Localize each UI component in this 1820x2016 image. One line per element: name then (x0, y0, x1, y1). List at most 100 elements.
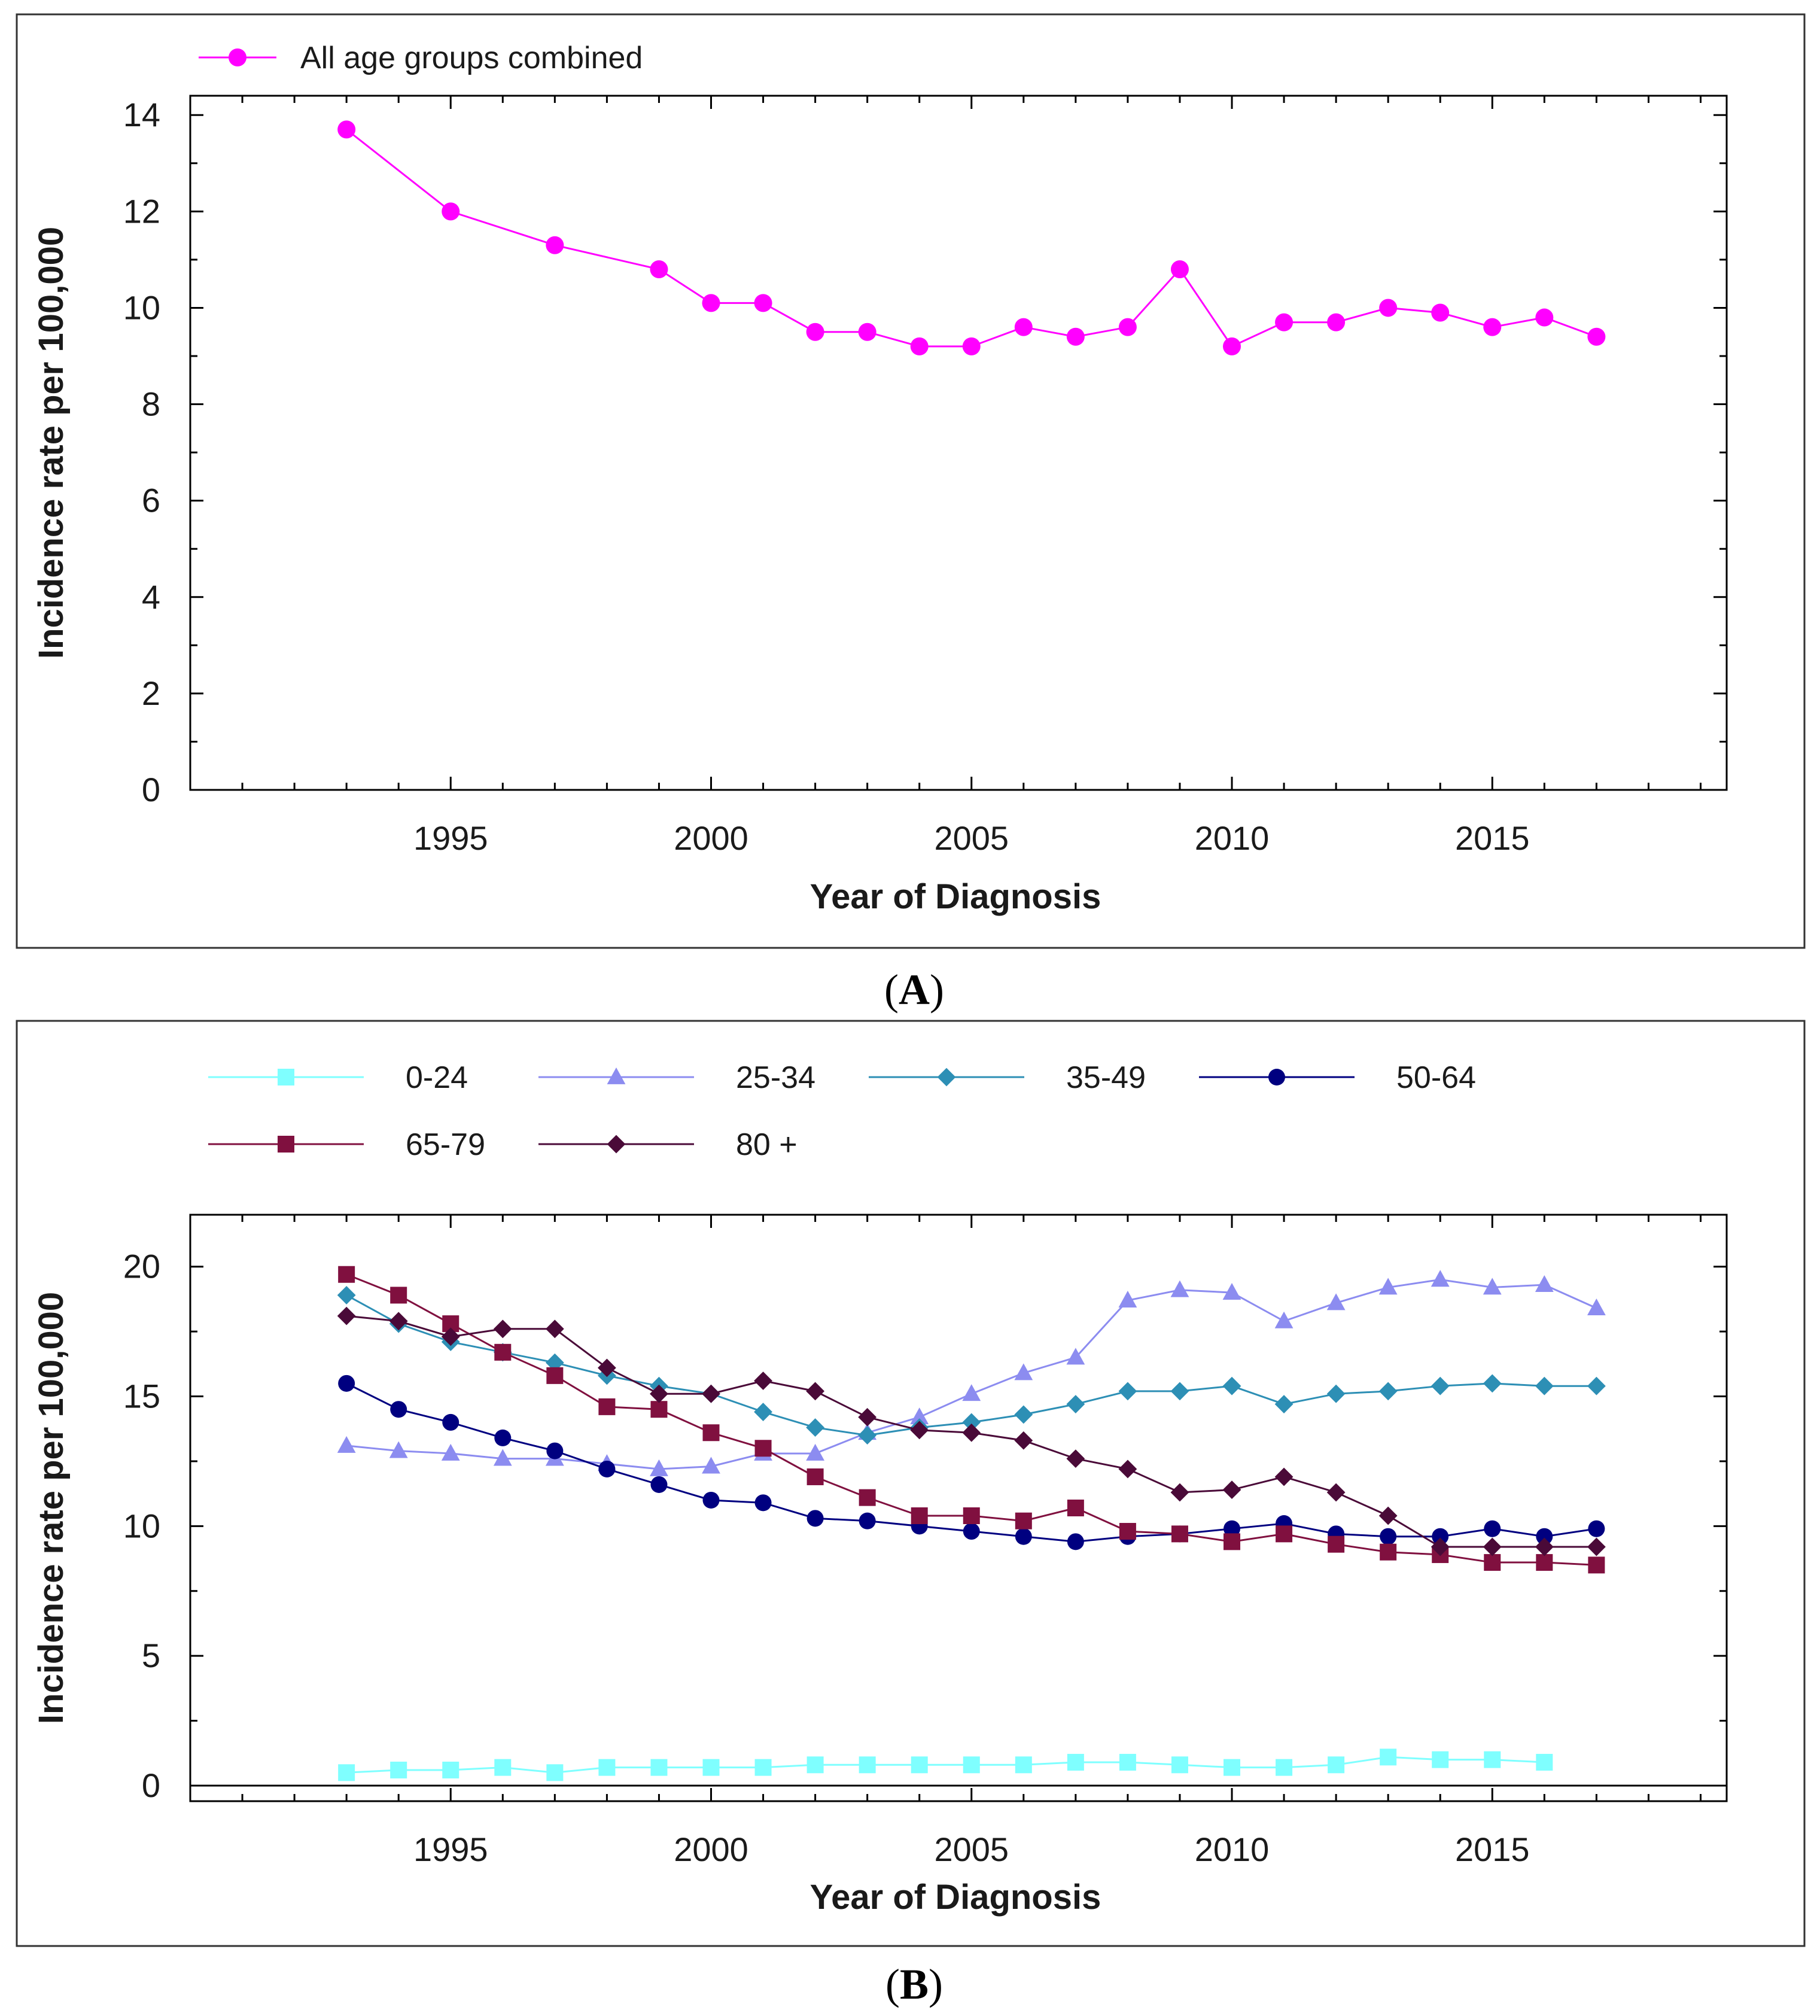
data-point (962, 1413, 981, 1432)
data-point (1379, 299, 1398, 317)
data-point (1066, 1395, 1085, 1413)
data-point (1170, 1280, 1189, 1297)
data-point (1380, 1528, 1397, 1545)
data-point (1535, 308, 1554, 327)
legend-item: 65-79 (208, 1127, 485, 1162)
data-point (1276, 1525, 1293, 1543)
data-point (754, 1403, 772, 1421)
data-point (806, 1418, 825, 1437)
y-tick-label: 20 (123, 1248, 160, 1285)
data-point (702, 1384, 720, 1403)
y-tick-label: 0 (142, 1766, 160, 1804)
data-point (338, 1375, 355, 1392)
data-point (650, 260, 668, 278)
data-point (1483, 1278, 1502, 1295)
legend-marker (1268, 1069, 1285, 1085)
data-point (1119, 1523, 1136, 1540)
x-tick-label: 2000 (674, 819, 748, 857)
data-point (1224, 1533, 1241, 1550)
data-point (1380, 1749, 1397, 1766)
panel-b-caption: (B) (885, 1960, 943, 2008)
legend-label: 50-64 (1396, 1060, 1476, 1095)
data-point (1171, 1525, 1188, 1543)
data-point (650, 1759, 668, 1776)
data-point (859, 1512, 876, 1530)
data-point (1378, 1506, 1398, 1525)
data-point (1380, 1543, 1397, 1561)
data-point (1484, 1751, 1501, 1768)
y-tick-label: 0 (142, 771, 160, 808)
y-tick-label: 8 (142, 385, 160, 423)
data-point (806, 1468, 824, 1485)
data-point (1274, 1467, 1294, 1486)
data-point (390, 1287, 407, 1304)
legend-label: 80 + (736, 1127, 798, 1162)
x-tick-label: 2010 (1195, 1830, 1270, 1868)
data-point (1535, 1275, 1554, 1292)
legend-label: 0-24 (406, 1060, 468, 1095)
data-point (1014, 318, 1033, 336)
data-point (702, 1759, 720, 1776)
data-point (1378, 1278, 1398, 1295)
data-point (962, 1384, 981, 1401)
data-point (910, 1407, 929, 1425)
legend-marker (937, 1068, 956, 1087)
data-point (1431, 1537, 1450, 1556)
data-point (546, 1442, 564, 1459)
data-point (390, 1761, 407, 1778)
data-point (806, 1510, 824, 1527)
data-point (1326, 1384, 1346, 1403)
x-tick-label: 2015 (1455, 819, 1530, 857)
data-point (338, 1764, 355, 1781)
data-point (493, 1319, 512, 1339)
panel-b-legend: 0-24 25-34 35-49 50-64 65-79 80 + (208, 1060, 1476, 1162)
x-tick-label: 2000 (674, 1830, 748, 1868)
data-point (806, 323, 824, 341)
data-point (546, 1367, 564, 1384)
data-point (546, 236, 564, 254)
data-point (1588, 1556, 1605, 1574)
data-point (754, 1372, 772, 1390)
data-point (1171, 1756, 1188, 1774)
panel-b-plot-area (189, 1214, 1728, 1802)
data-point (1067, 1500, 1084, 1516)
data-point (1432, 1751, 1449, 1768)
data-point (911, 1756, 928, 1774)
data-point (962, 337, 981, 355)
data-point (806, 1382, 825, 1401)
data-point (1483, 318, 1502, 336)
panel-b-x-axis-label: Year of Diagnosis (810, 1878, 1101, 1917)
data-point (1483, 1374, 1502, 1393)
data-point (1067, 1753, 1084, 1771)
legend-label: All age groups combined (300, 41, 643, 75)
data-point (1118, 1459, 1137, 1479)
data-point (598, 1759, 616, 1776)
data-point (1015, 1756, 1032, 1774)
panel-a-caption: (A) (884, 966, 944, 1014)
x-tick-label: 2005 (934, 819, 1009, 857)
data-point (1118, 1290, 1137, 1307)
panel-a-plot-area (189, 95, 1728, 791)
data-point (1170, 260, 1189, 278)
data-point (494, 1429, 512, 1446)
legend-label: 35-49 (1066, 1060, 1146, 1095)
data-point (650, 1459, 668, 1476)
data-point (338, 1266, 355, 1283)
panel-b-series (337, 1266, 1606, 1781)
data-point (754, 1759, 772, 1776)
data-point (1535, 1537, 1554, 1556)
data-point (1587, 327, 1606, 346)
data-point (1170, 1382, 1189, 1401)
legend-marker (278, 1136, 294, 1153)
data-point (1067, 1533, 1084, 1550)
data-point (1536, 1528, 1553, 1545)
panel-a-axes: 1995 2000 2005 2010 2015 0 2 4 6 8 10 12 14 (123, 96, 1727, 857)
y-tick-label: 15 (123, 1378, 160, 1415)
y-tick-label: 10 (123, 288, 160, 326)
data-point (1535, 1376, 1554, 1395)
data-point (1066, 327, 1085, 346)
data-point (545, 1319, 564, 1339)
data-point (1326, 1483, 1346, 1502)
